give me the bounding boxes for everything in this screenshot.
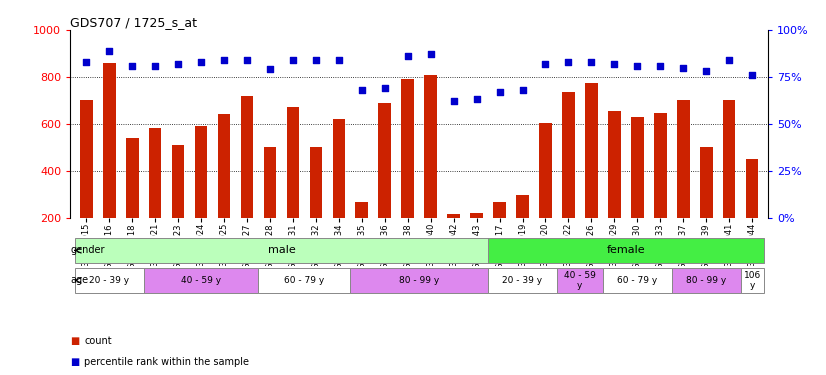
Text: female: female: [606, 245, 645, 255]
Bar: [654, 113, 667, 218]
Text: 60 - 79 y: 60 - 79 y: [617, 276, 657, 285]
Bar: [355, 202, 368, 217]
Bar: [631, 117, 643, 218]
Point: [493, 89, 506, 95]
Text: 106
y: 106 y: [743, 271, 761, 290]
Bar: [378, 103, 391, 218]
Bar: [144, 268, 259, 293]
Text: percentile rank within the sample: percentile rank within the sample: [84, 357, 249, 367]
Bar: [723, 100, 735, 218]
Text: male: male: [268, 245, 296, 255]
Bar: [287, 107, 299, 218]
Text: ■: ■: [70, 357, 79, 367]
Text: ■: ■: [70, 336, 79, 346]
Bar: [126, 138, 139, 218]
Text: 40 - 59 y: 40 - 59 y: [181, 276, 221, 285]
Bar: [608, 111, 620, 218]
Text: age: age: [70, 275, 88, 285]
Point: [194, 59, 207, 65]
Bar: [677, 100, 690, 218]
Bar: [310, 147, 322, 218]
Bar: [80, 100, 93, 218]
Bar: [488, 238, 763, 263]
Point: [746, 72, 759, 78]
Point: [723, 57, 736, 63]
Text: 60 - 79 y: 60 - 79 y: [284, 276, 325, 285]
Point: [332, 57, 345, 63]
Text: 40 - 59
y: 40 - 59 y: [564, 271, 596, 290]
Point: [172, 61, 185, 67]
Bar: [539, 123, 552, 218]
Point: [447, 98, 460, 104]
Bar: [557, 268, 603, 293]
Point: [79, 59, 93, 65]
Bar: [585, 83, 598, 218]
Bar: [240, 96, 254, 218]
Bar: [563, 92, 575, 218]
Bar: [425, 75, 437, 217]
Bar: [218, 114, 230, 218]
Bar: [448, 214, 460, 217]
Bar: [103, 63, 116, 217]
Bar: [263, 147, 276, 218]
Text: 80 - 99 y: 80 - 99 y: [686, 276, 726, 285]
Point: [355, 87, 368, 93]
Bar: [741, 268, 763, 293]
Bar: [75, 268, 144, 293]
Bar: [516, 195, 529, 217]
Point: [424, 51, 437, 57]
Text: gender: gender: [70, 245, 105, 255]
Point: [470, 96, 483, 102]
Bar: [493, 202, 506, 217]
Point: [149, 63, 162, 69]
Point: [676, 64, 690, 70]
Point: [608, 61, 621, 67]
Bar: [488, 268, 557, 293]
Bar: [149, 128, 161, 217]
Point: [539, 61, 552, 67]
Bar: [401, 79, 414, 218]
Point: [378, 85, 392, 91]
Bar: [333, 119, 345, 218]
Point: [240, 57, 254, 63]
Point: [263, 66, 277, 72]
Point: [287, 57, 300, 63]
Bar: [259, 268, 350, 293]
Point: [653, 63, 667, 69]
Point: [401, 53, 415, 59]
Bar: [75, 238, 488, 263]
Text: 80 - 99 y: 80 - 99 y: [399, 276, 439, 285]
Point: [217, 57, 230, 63]
Point: [102, 48, 116, 54]
Bar: [350, 268, 488, 293]
Text: GDS707 / 1725_s_at: GDS707 / 1725_s_at: [70, 16, 197, 29]
Point: [126, 63, 139, 69]
Bar: [603, 268, 672, 293]
Point: [700, 68, 713, 74]
Point: [562, 59, 575, 65]
Text: 20 - 39 y: 20 - 39 y: [502, 276, 543, 285]
Point: [516, 87, 529, 93]
Bar: [672, 268, 741, 293]
Point: [585, 59, 598, 65]
Bar: [470, 213, 483, 217]
Bar: [195, 126, 207, 218]
Point: [631, 63, 644, 69]
Bar: [746, 159, 758, 218]
Text: 20 - 39 y: 20 - 39 y: [89, 276, 130, 285]
Bar: [172, 145, 184, 218]
Bar: [700, 147, 713, 218]
Point: [309, 57, 322, 63]
Text: count: count: [84, 336, 112, 346]
